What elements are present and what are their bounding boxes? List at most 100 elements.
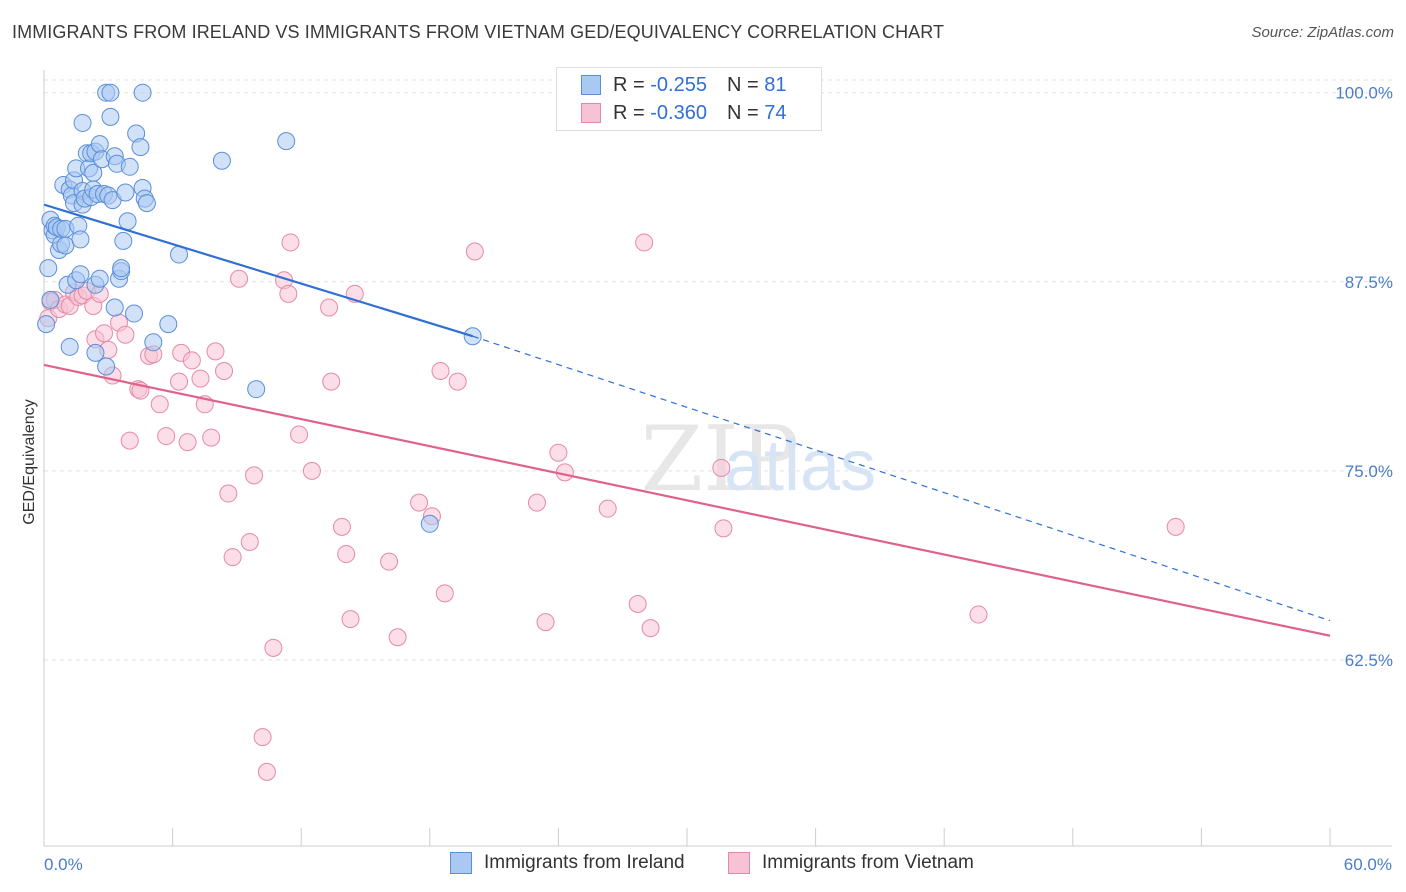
vietnam-r-label: R =	[613, 101, 645, 124]
vietnam-legend-swatch	[728, 852, 750, 874]
vietnam-point	[628, 594, 647, 613]
vietnam-point	[549, 443, 568, 462]
vietnam-point	[279, 284, 298, 303]
series-legend: Immigrants from Ireland Immigrants from …	[0, 852, 1406, 878]
ireland-point	[101, 83, 120, 102]
ireland-r-value: -0.255	[650, 73, 707, 96]
ireland-swatch	[581, 75, 601, 95]
vietnam-point	[170, 372, 189, 391]
vietnam-point	[635, 233, 654, 252]
y-tick-label: 75.0%	[1345, 462, 1393, 481]
ireland-trend-line	[43, 203, 473, 338]
ireland-point	[277, 132, 296, 151]
vietnam-point	[150, 395, 169, 414]
ireland-point	[118, 212, 137, 231]
vietnam-point	[465, 242, 484, 261]
watermark-atlas: atlas	[724, 426, 876, 506]
legend-item-vietnam: Immigrants from Vietnam	[728, 852, 974, 874]
vietnam-point	[257, 762, 276, 781]
ireland-point	[131, 138, 150, 157]
vietnam-point	[120, 431, 139, 450]
ireland-point	[101, 107, 120, 126]
vietnam-point	[202, 428, 221, 447]
vietnam-point	[240, 532, 259, 551]
y-tick-label: 100.0%	[1335, 84, 1393, 103]
vietnam-point	[223, 548, 242, 567]
vietnam-point	[388, 628, 407, 647]
ireland-point	[60, 337, 79, 356]
ireland-point	[144, 333, 163, 352]
vietnam-point	[322, 372, 341, 391]
ireland-point	[125, 304, 144, 323]
ireland-r-label: R =	[613, 73, 645, 96]
ireland-points	[37, 83, 482, 533]
vietnam-point	[527, 493, 546, 512]
vietnam-point	[215, 362, 234, 381]
tick-labels: 62.5% 75.0% 87.5% 100.0% 0.0% 60.0%	[44, 84, 1393, 874]
vietnam-point	[191, 369, 210, 388]
ireland-point	[105, 298, 124, 317]
vietnam-point	[598, 499, 617, 518]
ireland-point	[37, 315, 56, 334]
vietnam-point	[332, 517, 351, 536]
chart-title: IMMIGRANTS FROM IRELAND VS IMMIGRANTS FR…	[12, 22, 945, 42]
ireland-trend-extension	[472, 335, 1331, 622]
vietnam-legend-label: Immigrants from Vietnam	[762, 852, 974, 873]
vietnam-point	[182, 351, 201, 370]
vietnam-swatch	[581, 103, 601, 123]
ireland-point	[114, 231, 133, 250]
vietnam-point	[320, 298, 339, 317]
ireland-point	[97, 357, 116, 376]
vietnam-point	[712, 458, 731, 477]
y-tick-label: 87.5%	[1345, 273, 1393, 292]
vietnam-point	[714, 519, 733, 538]
ireland-point	[71, 230, 90, 249]
y-tick-label: 62.5%	[1345, 651, 1393, 670]
ireland-point	[212, 151, 231, 170]
ireland-n-value: 81	[764, 73, 787, 96]
x-tick-label: 60.0%	[1344, 855, 1392, 874]
vietnam-point	[341, 610, 360, 629]
vietnam-point	[1166, 517, 1185, 536]
vietnam-point	[264, 638, 283, 657]
ireland-legend-swatch	[450, 852, 472, 874]
ireland-point	[90, 135, 109, 154]
ireland-legend-label: Immigrants from Ireland	[484, 852, 685, 873]
vietnam-point	[219, 484, 238, 503]
vietnam-point	[302, 461, 321, 480]
vietnam-point	[536, 613, 555, 632]
vietnam-point	[380, 552, 399, 571]
ireland-point	[420, 514, 439, 533]
correlation-legend: R = -0.255 N = 81 R = -0.360 N = 74	[556, 67, 822, 131]
vietnam-point	[410, 493, 429, 512]
ireland-point	[112, 259, 131, 278]
x-tick-label: 0.0%	[44, 855, 83, 874]
ireland-point	[159, 315, 178, 334]
vietnam-point	[448, 372, 467, 391]
vietnam-point	[245, 466, 264, 485]
ireland-point	[120, 157, 139, 176]
vietnam-point	[337, 545, 356, 564]
vietnam-point	[157, 427, 176, 446]
ireland-point	[116, 183, 135, 202]
ireland-point	[90, 269, 109, 288]
ireland-point	[247, 380, 266, 399]
vietnam-point	[290, 425, 309, 444]
axes	[43, 70, 1392, 847]
vietnam-point	[435, 584, 454, 603]
ireland-point	[41, 290, 60, 309]
legend-row-vietnam: R = -0.360 N = 74	[581, 100, 786, 126]
grid-lines	[44, 79, 1392, 661]
vietnam-point	[116, 325, 135, 344]
vietnam-point	[230, 269, 249, 288]
vietnam-point	[969, 605, 988, 624]
legend-row-ireland: R = -0.255 N = 81	[581, 72, 786, 98]
vietnam-n-label: N =	[726, 101, 759, 124]
vietnam-r-value: -0.360	[650, 101, 707, 124]
ireland-point	[133, 83, 152, 102]
vietnam-point	[206, 342, 225, 361]
vietnam-point	[178, 433, 197, 452]
vietnam-point	[641, 619, 660, 638]
legend-item-ireland: Immigrants from Ireland	[450, 852, 685, 874]
